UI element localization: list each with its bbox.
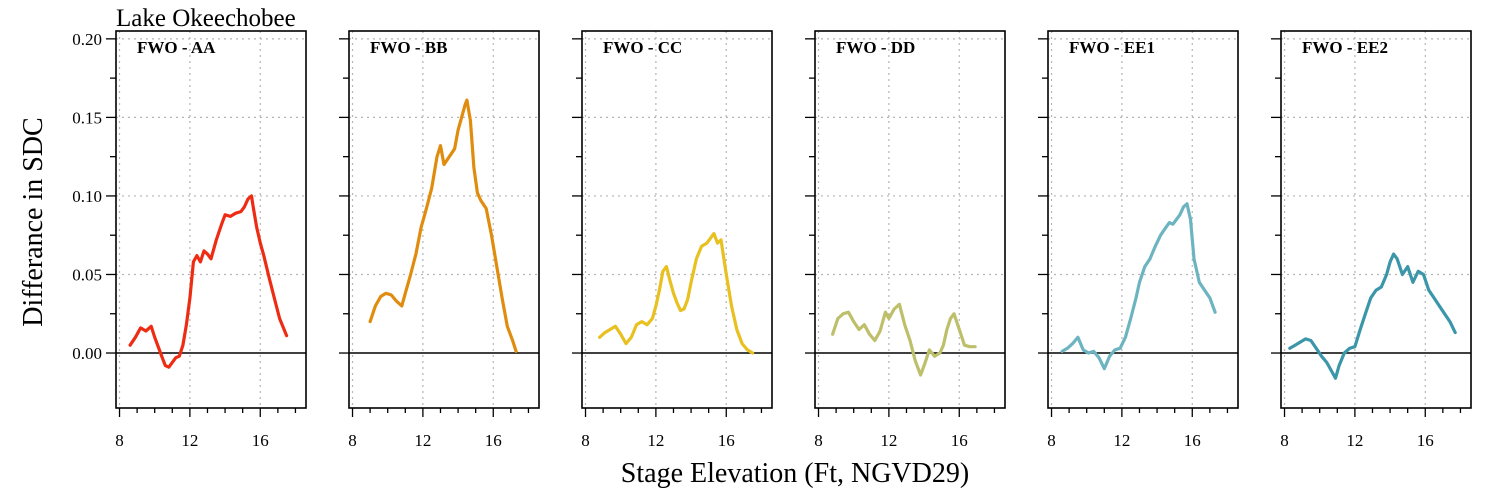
panel-title: FWO - AA	[137, 38, 216, 57]
x-tick-label: 8	[1047, 431, 1056, 450]
x-tick-label: 12	[181, 431, 198, 450]
y-tick-label: 0.15	[72, 108, 102, 127]
x-tick-label: 16	[1417, 431, 1434, 450]
y-axis-title: Differance in SDC	[18, 117, 49, 326]
x-tick-label: 8	[814, 431, 823, 450]
series-line	[1288, 252, 1457, 380]
y-tick-label: 0.00	[72, 344, 102, 363]
panel-title: FWO - EE1	[1069, 38, 1155, 57]
x-tick-label: 8	[581, 431, 590, 450]
x-tick-label: 8	[348, 431, 357, 450]
series-line	[128, 194, 289, 369]
panel-frame	[348, 30, 540, 409]
x-tick-label: 16	[485, 431, 502, 450]
x-tick-label: 12	[647, 431, 664, 450]
y-axis-title-group: Differance in SDC	[18, 117, 49, 326]
x-tick-label: 16	[252, 431, 269, 450]
panel-frame	[115, 30, 307, 409]
y-tick-label: 0.05	[72, 265, 102, 284]
panel-title: FWO - BB	[370, 38, 447, 57]
y-tick-label: 0.10	[72, 187, 102, 206]
panel-frame	[1280, 30, 1472, 409]
x-tick-label: 8	[115, 431, 124, 450]
panel-title: FWO - DD	[836, 38, 915, 57]
panel-3: 8 12 16 FWO - DD	[805, 30, 1006, 450]
panel-5: 8 12 16 FWO - EE2	[1271, 30, 1472, 450]
panel-2: 8 12 16 FWO - CC	[572, 30, 773, 450]
panel-0: 8 12 16 FWO - AA	[106, 30, 307, 450]
panel-1: 8 12 16 FWO - BB	[339, 30, 540, 450]
x-tick-label: 12	[1346, 431, 1363, 450]
panel-title: FWO - CC	[603, 38, 682, 57]
series-line	[368, 98, 518, 353]
panel-title: FWO - EE2	[1302, 38, 1388, 57]
series-line	[1060, 202, 1217, 371]
x-tick-label: 16	[1184, 431, 1201, 450]
x-tick-label: 16	[951, 431, 968, 450]
figure-title: Lake Okeechobee	[116, 5, 296, 32]
x-tick-label: 12	[414, 431, 431, 450]
y-tick-label: 0.20	[72, 30, 102, 49]
series-line	[597, 232, 755, 355]
panel-frame	[1047, 30, 1239, 409]
panel-4: 8 12 16 FWO - EE1	[1038, 30, 1239, 450]
x-tick-label: 8	[1280, 431, 1289, 450]
series-line	[830, 302, 977, 377]
x-axis-title: Stage Elevation (Ft, NGVD29)	[621, 458, 969, 489]
x-tick-label: 12	[880, 431, 897, 450]
panel-frame	[814, 30, 1006, 409]
panel-frame	[581, 30, 773, 409]
y-axis-tick-labels: 0.00 0.05 0.10 0.15 0.20	[72, 30, 102, 363]
x-tick-label: 16	[718, 431, 735, 450]
x-tick-label: 12	[1113, 431, 1130, 450]
